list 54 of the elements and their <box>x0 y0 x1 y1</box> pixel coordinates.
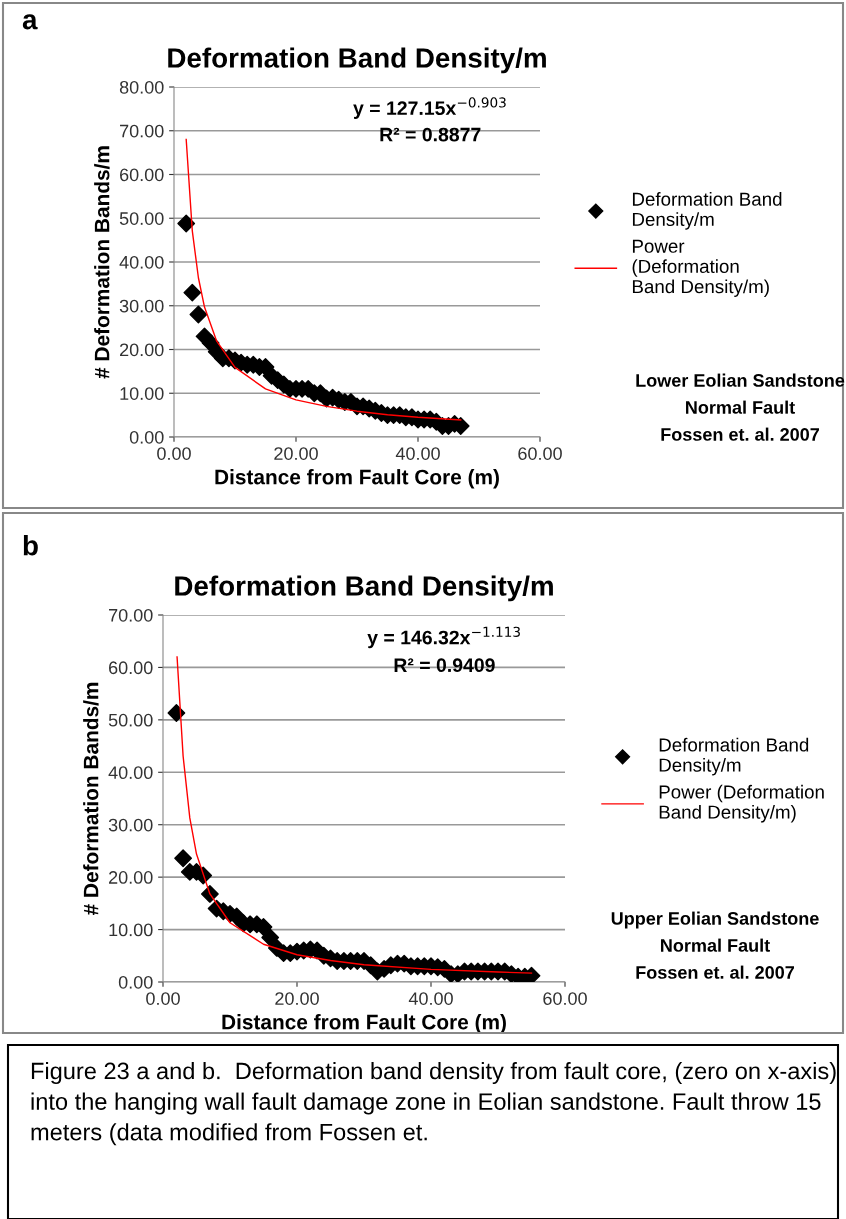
annotation: y = 146.32x$^{−1.113}$ <box>367 626 520 649</box>
legend-label: Power (Deformation Band Density/m) <box>659 784 824 823</box>
y-tick-label: 0.00 <box>118 975 153 989</box>
y-tick-label: 30.00 <box>108 818 153 832</box>
caption: Figure 23 a and b. Deformation band density from fault core, (zero on x-axis) into the hanging wall fault damage zone in Eolian sandstone. Fault throw 15 meters (data modified from Fossen et. <box>31 1062 836 1146</box>
point <box>167 704 186 722</box>
x-tick-label: 60.00 <box>518 447 562 460</box>
text: Lower Eolian Sandstone <box>636 373 845 387</box>
chart-title: Deformation Band Density/m <box>168 47 546 74</box>
chart-title: Deformation Band Density/m <box>175 575 553 602</box>
text: Upper Eolian Sandstone <box>611 911 819 929</box>
y-tick-label: 30.00 <box>119 299 164 313</box>
text: Fossen et. al. 2007 <box>661 427 819 441</box>
y-tick-label: 50.00 <box>108 713 153 727</box>
legend-label: Deformation Band Density/m <box>632 192 782 230</box>
y-axis-title: # Deformation Bands/m <box>94 146 110 379</box>
text: Normal Fault <box>686 400 795 414</box>
point <box>261 928 280 947</box>
x-tick-label: 40.00 <box>408 992 453 1005</box>
y-tick-label: 10.00 <box>120 387 164 400</box>
point <box>177 214 196 233</box>
y-tick-label: 70.00 <box>109 608 153 622</box>
point <box>189 305 208 324</box>
x-tick-label: 0.00 <box>157 447 191 460</box>
annotation: R² = 0.9409 <box>394 658 495 673</box>
y-axis-title: # Deformation Bands/m <box>83 682 99 916</box>
y-tick-label: 70.00 <box>120 124 164 138</box>
y-tick-label: 60.00 <box>120 168 164 182</box>
y-tick-label: 80.00 <box>119 80 164 94</box>
x-axis-title: Distance from Fault Core (m) <box>222 1014 506 1034</box>
x-axis-title: Distance from Fault Core (m) <box>215 469 499 489</box>
text: a <box>22 14 38 30</box>
text: Normal Fault <box>661 938 770 952</box>
text: b <box>23 535 38 556</box>
y-tick-label: 40.00 <box>119 255 164 269</box>
y-tick-label: 20.00 <box>120 343 164 357</box>
x-tick-label: 40.00 <box>395 447 440 460</box>
y-tick-label: 10.00 <box>109 923 153 937</box>
y-tick-label: 20.00 <box>109 871 153 884</box>
annotation: y = 127.15x$^{−0.903}$ <box>353 97 506 119</box>
y-tick-label: 50.00 <box>119 212 164 225</box>
y-tick-label: 0.00 <box>129 430 164 444</box>
legend-label: Power (Deformation Band Density/m) <box>632 239 769 297</box>
legend-label: Deformation Band Density/m <box>659 737 809 776</box>
y-tick-label: 60.00 <box>109 661 153 675</box>
annotation: R² = 0.8877 <box>380 127 481 142</box>
x-tick-label: 60.00 <box>543 992 587 1005</box>
text: Fossen et. al. 2007 <box>636 965 794 979</box>
point <box>174 849 193 868</box>
x-tick-label: 20.00 <box>274 447 318 460</box>
point <box>183 283 202 302</box>
x-tick-label: 0.00 <box>146 992 180 1005</box>
y-tick-label: 40.00 <box>108 766 153 780</box>
x-tick-label: 20.00 <box>275 992 319 1005</box>
